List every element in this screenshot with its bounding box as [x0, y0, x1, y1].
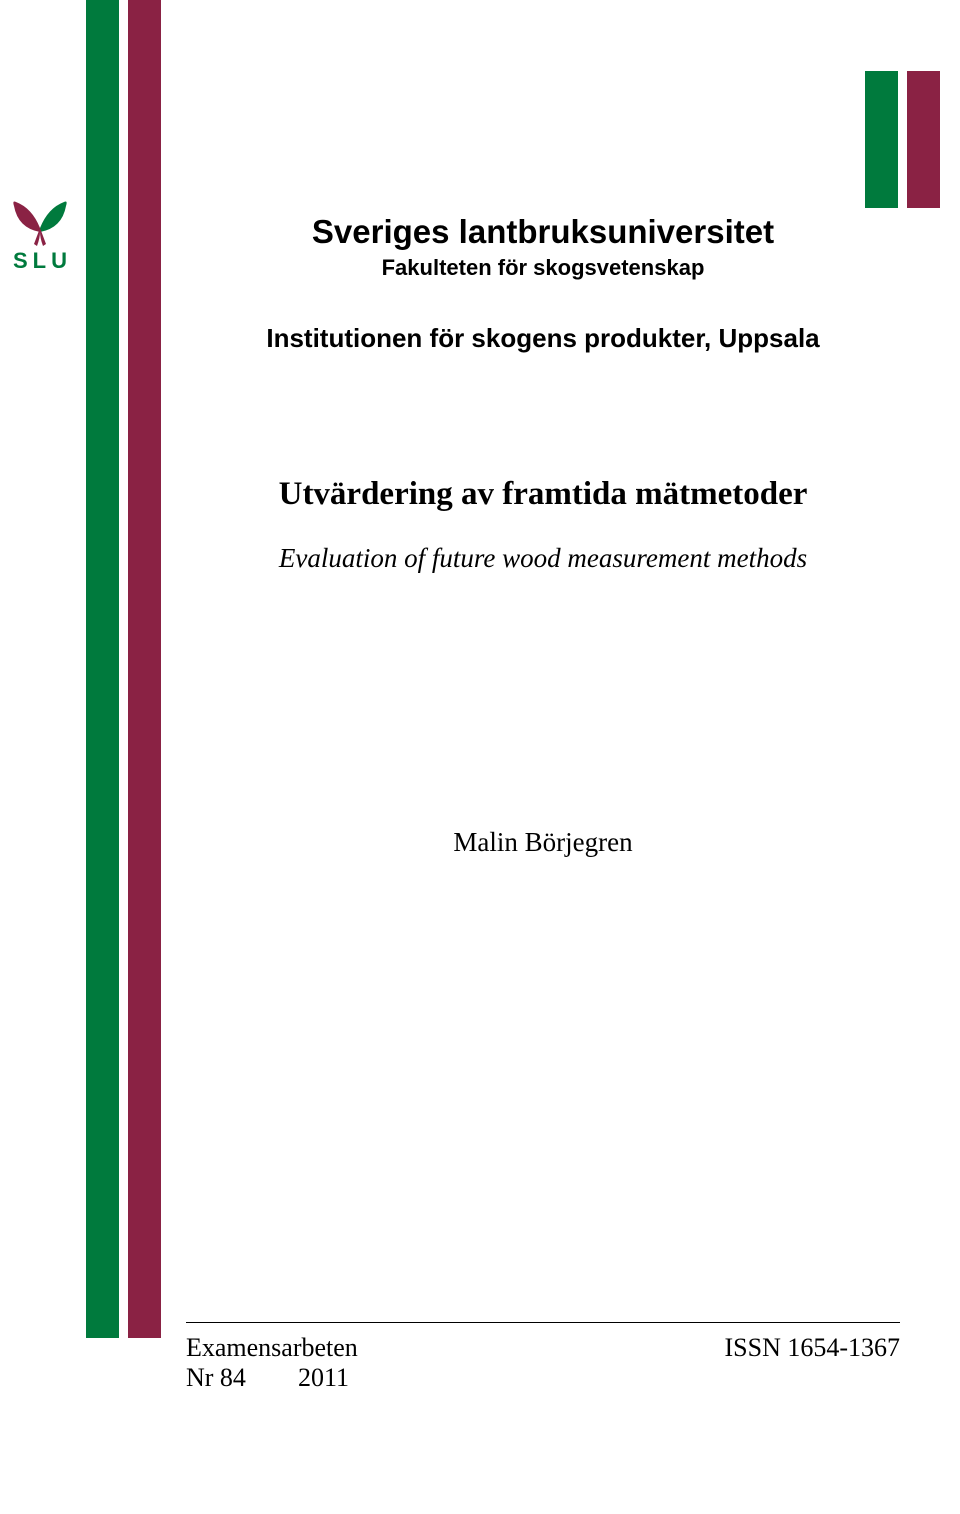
series-label: Examensarbeten	[186, 1333, 358, 1363]
author-name: Malin Börjegren	[186, 827, 900, 858]
title-english: Evaluation of future wood measurement me…	[186, 543, 900, 574]
institution-name: Institutionen för skogens produkter, Upp…	[186, 323, 900, 354]
slu-logo-graphic	[6, 194, 74, 246]
slu-logo: SLU	[6, 194, 74, 274]
stripe-right-maroon	[907, 71, 940, 208]
footer-divider	[186, 1322, 900, 1323]
stripe-left-green	[86, 0, 119, 1338]
footer-number-year: Nr 84 2011	[186, 1363, 358, 1393]
footer-area: Examensarbeten Nr 84 2011 ISSN 1654-1367	[186, 1322, 900, 1393]
university-name: Sveriges lantbruksuniversitet	[186, 213, 900, 251]
content-area: Sveriges lantbruksuniversitet Fakulteten…	[186, 0, 900, 858]
year-label: 2011	[298, 1363, 349, 1393]
footer-left: Examensarbeten Nr 84 2011	[186, 1333, 358, 1393]
leaf-stem-icon	[34, 228, 46, 246]
number-label: Nr 84	[186, 1363, 246, 1393]
faculty-name: Fakulteten för skogsvetenskap	[186, 255, 900, 281]
stripe-left-maroon	[128, 0, 161, 1338]
footer-row: Examensarbeten Nr 84 2011 ISSN 1654-1367	[186, 1333, 900, 1393]
title-swedish: Utvärdering av framtida mätmetoder	[186, 476, 900, 513]
issn-label: ISSN 1654-1367	[724, 1333, 900, 1393]
slu-logo-text: SLU	[6, 248, 74, 274]
